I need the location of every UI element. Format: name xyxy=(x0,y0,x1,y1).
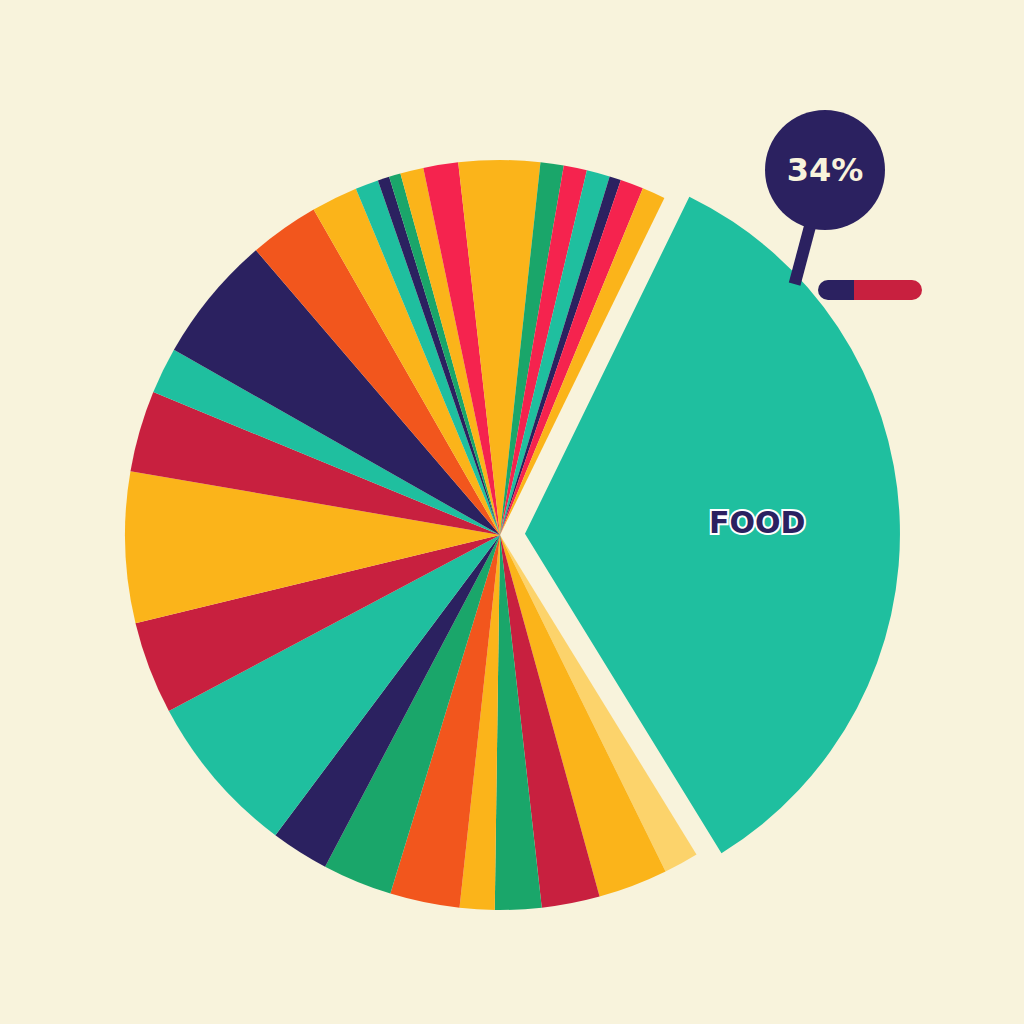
svg-text:FOOD: FOOD xyxy=(709,505,805,540)
svg-text:34%: 34% xyxy=(787,151,864,189)
